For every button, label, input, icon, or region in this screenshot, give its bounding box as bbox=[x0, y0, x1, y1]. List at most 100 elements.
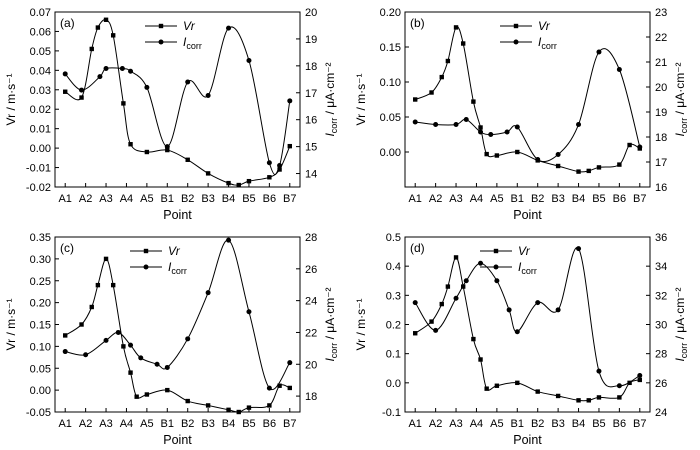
series-vr-point bbox=[121, 101, 126, 106]
series-icorr-point bbox=[205, 290, 211, 296]
x-tick-label: B5 bbox=[242, 418, 255, 430]
x-tick-label: A1 bbox=[408, 418, 421, 430]
y-right-title-unit: / μA·cm⁻² bbox=[673, 62, 687, 117]
y-right-title-sub: corr bbox=[679, 343, 689, 359]
series-vr-point bbox=[627, 380, 632, 386]
series-vr-point bbox=[515, 380, 520, 386]
series-vr-line bbox=[415, 26, 641, 173]
series-vr-point bbox=[555, 393, 561, 399]
series-vr-point bbox=[596, 395, 602, 400]
x-tick-label: B5 bbox=[592, 193, 605, 205]
y-right-tick-label: 18 bbox=[305, 61, 317, 73]
series-vr-point bbox=[478, 125, 483, 130]
x-tick-label: A2 bbox=[79, 418, 92, 430]
y-right-title-main: I bbox=[323, 133, 337, 137]
y-left-tick-label: -0.1 bbox=[382, 407, 401, 419]
series-vr-point bbox=[246, 178, 252, 184]
y-right-title-sub: corr bbox=[679, 118, 689, 134]
y-right-tick-label: 20 bbox=[305, 359, 317, 371]
series-vr-point bbox=[267, 403, 272, 408]
x-tick-label: B7 bbox=[633, 193, 646, 205]
series-icorr-point bbox=[412, 300, 418, 306]
x-tick-label: B4 bbox=[222, 193, 235, 205]
series-vr-point bbox=[627, 142, 632, 148]
y-left-tick-label: 0.20 bbox=[380, 7, 401, 19]
series-icorr-point bbox=[164, 364, 170, 370]
series-icorr-point bbox=[637, 144, 643, 150]
series-vr-point bbox=[226, 407, 231, 413]
panel-label: (d) bbox=[410, 241, 425, 255]
series-vr-point bbox=[165, 387, 170, 393]
y-right-title-main: I bbox=[673, 358, 687, 362]
legend-icorr-label: Icorr bbox=[538, 35, 557, 51]
x-tick-label: B2 bbox=[181, 418, 194, 430]
series-vr-point bbox=[226, 180, 231, 186]
y-left-tick-label: 0.00 bbox=[30, 385, 51, 397]
y-right-tick-label: 24 bbox=[655, 407, 667, 419]
x-tick-label: B6 bbox=[613, 418, 626, 430]
y-left-axis-title: Vr / m·s⁻¹ bbox=[354, 299, 368, 351]
y-left-tick-label: 0.35 bbox=[30, 232, 51, 244]
x-tick-label: B3 bbox=[551, 418, 564, 430]
y-right-axis-title: Icorr / μA·cm⁻² bbox=[673, 287, 689, 361]
x-tick-label: B4 bbox=[222, 418, 235, 430]
series-vr-point bbox=[63, 89, 68, 94]
legend-icorr-main: I bbox=[518, 260, 522, 274]
series-icorr-point bbox=[62, 349, 68, 355]
series-icorr-point bbox=[463, 278, 469, 284]
series-icorr-point bbox=[185, 336, 191, 342]
plot-frame bbox=[54, 11, 301, 188]
series-vr-point bbox=[63, 333, 68, 338]
series-vr-point bbox=[460, 41, 466, 46]
series-icorr-point bbox=[535, 300, 541, 306]
y-right-tick-label: 26 bbox=[655, 378, 667, 390]
series-icorr-point bbox=[453, 122, 459, 127]
y-right-tick-label: 30 bbox=[655, 320, 667, 332]
panel-label: (b) bbox=[410, 16, 425, 30]
series-vr-line bbox=[64, 258, 290, 413]
series-icorr-point bbox=[555, 152, 561, 157]
y-left-tick-label: -0.05 bbox=[26, 407, 51, 419]
series-icorr-point bbox=[478, 260, 484, 266]
series-vr-point bbox=[478, 357, 483, 362]
y-left-tick-label: 0.20 bbox=[30, 298, 51, 310]
series-vr-point bbox=[95, 25, 101, 30]
series-icorr-point bbox=[128, 68, 134, 74]
legend: Vr Icorr bbox=[500, 19, 557, 51]
x-tick-label: B3 bbox=[551, 193, 564, 205]
y-right-title-unit: / μA·cm⁻² bbox=[323, 62, 337, 117]
x-tick-label: B7 bbox=[633, 418, 646, 430]
series-vr-point bbox=[110, 33, 116, 38]
x-axis-title: Point bbox=[513, 433, 542, 447]
y-right-tick-label: 32 bbox=[655, 290, 667, 302]
x-tick-label: A4 bbox=[470, 193, 483, 205]
series-vr-line bbox=[64, 19, 291, 186]
series-icorr-point bbox=[138, 355, 144, 361]
y-right-tick-label: 28 bbox=[655, 349, 667, 361]
legend: Vr Icorr bbox=[145, 19, 202, 51]
y-right-title-sub: corr bbox=[329, 343, 339, 359]
y-left-tick-label: -0.01 bbox=[26, 163, 51, 175]
y-left-tick-label: 0.04 bbox=[30, 65, 51, 77]
series-vr-point bbox=[596, 165, 602, 170]
series-vr-point bbox=[445, 284, 451, 289]
series-icorr-point bbox=[128, 342, 134, 348]
y-left-tick-label: 0.1 bbox=[386, 349, 401, 361]
series-vr-point bbox=[79, 95, 84, 100]
y-right-tick-label: 28 bbox=[305, 232, 317, 244]
series-vr-point bbox=[165, 147, 170, 153]
legend-icorr-main: I bbox=[538, 35, 542, 49]
series-vr-line bbox=[414, 256, 640, 402]
series-vr-point bbox=[413, 331, 418, 336]
series-icorr-point bbox=[576, 246, 582, 252]
y-right-tick-label: 19 bbox=[655, 107, 667, 119]
series-vr-point bbox=[617, 395, 622, 400]
series-icorr-point bbox=[504, 129, 510, 135]
legend-vr-marker bbox=[493, 248, 499, 254]
y-left-tick-label: 0.00 bbox=[30, 143, 51, 155]
y-left-tick-label: 0.05 bbox=[30, 363, 51, 375]
series-vr-point bbox=[79, 322, 84, 327]
y-right-tick-label: 36 bbox=[655, 232, 667, 244]
series-vr-point bbox=[445, 58, 451, 64]
y-right-title-sub: corr bbox=[329, 118, 339, 134]
